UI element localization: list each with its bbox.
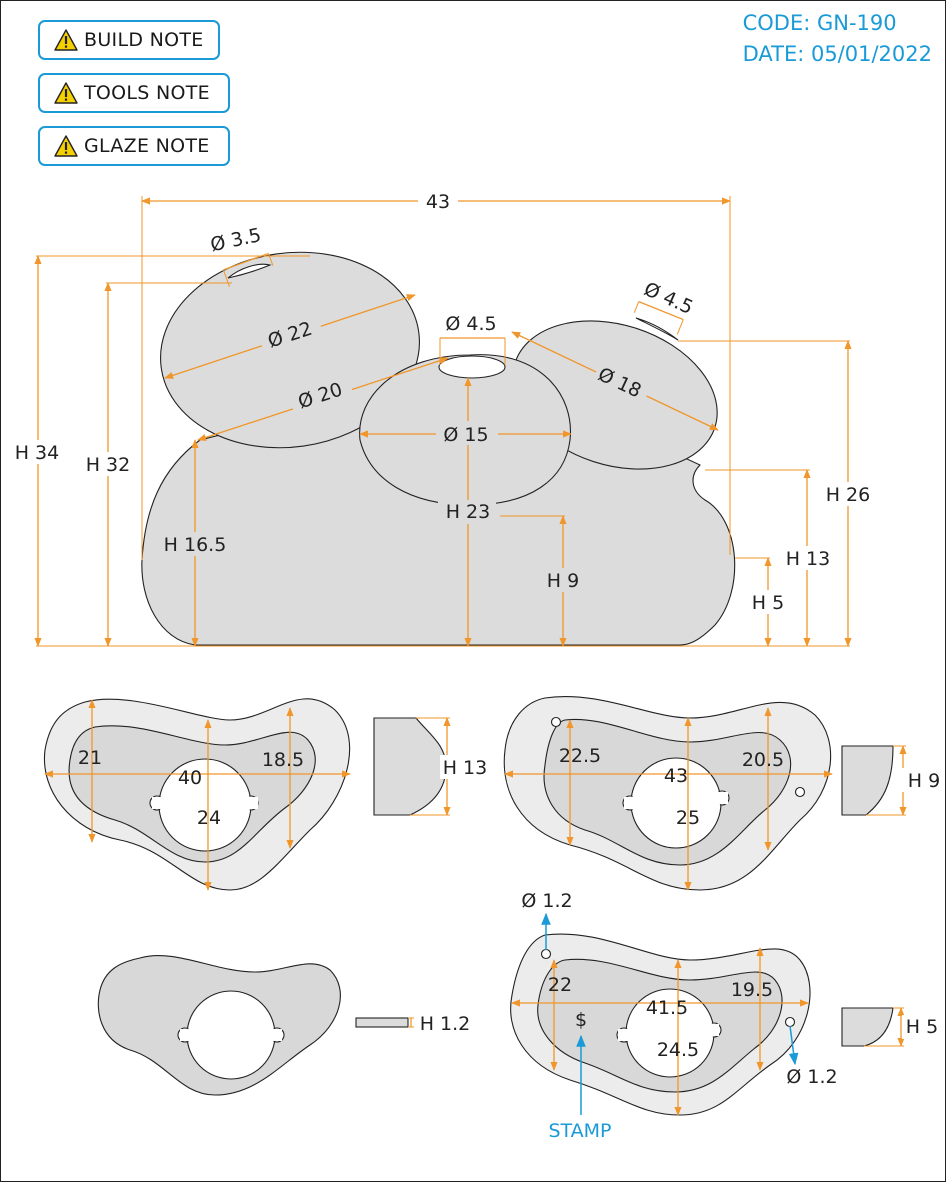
front-view: 43 H 34 H 32 H 26 H 16.5 H 23 H 9 [8, 188, 878, 647]
layer-2-pin-hole [794, 786, 806, 798]
glaze-note-button[interactable]: GLAZE NOTE [38, 126, 230, 166]
tools-note-label: TOOLS NOTE [84, 82, 210, 104]
layer-1-view: 21 40 18.5 24 H 13 [43, 698, 488, 891]
layer-1-w2: 40 [178, 767, 202, 789]
left-opening [227, 263, 272, 279]
layer-4-pin-hole-top [540, 948, 552, 960]
layer-4-height: H 5 [906, 1016, 938, 1038]
overall-width-label: 43 [426, 191, 450, 213]
top-opening [438, 355, 506, 379]
height-32-label: H 32 [86, 454, 131, 476]
tools-note-button[interactable]: TOOLS NOTE [38, 73, 230, 113]
layer-1-depth: 24 [197, 807, 221, 829]
layer-1-profile [373, 717, 447, 816]
layer-4-hole-top-label: Ø 1.2 [521, 890, 572, 912]
layer-4-w1: 22 [548, 974, 572, 996]
dia-4-5-right-label: Ø 4.5 [641, 278, 697, 319]
stamp-label: STAMP [548, 1120, 611, 1142]
layer-4-view: 22 41.5 19.5 24.5 Ø 1.2 Ø 1.2 $ STAMP H … [510, 890, 942, 1142]
layer-4-w2: 41.5 [646, 997, 688, 1019]
layer-2-w1: 22.5 [559, 745, 601, 767]
glaze-note-label: GLAZE NOTE [84, 135, 210, 157]
warning-icon [54, 135, 78, 157]
height-23-label: H 23 [446, 501, 491, 523]
build-note-button[interactable]: BUILD NOTE [38, 20, 220, 60]
layer-4-profile [841, 1007, 894, 1047]
stamp-symbol: $ [575, 1009, 587, 1031]
layer-4-pin-hole-bottom [784, 1016, 796, 1028]
build-note-label: BUILD NOTE [84, 29, 204, 51]
dia-3-5-label: Ø 3.5 [208, 224, 263, 256]
layer-2-pin-hole [550, 716, 562, 728]
layer-1-w3: 18.5 [262, 749, 304, 771]
drawing-date: DATE: 05/01/2022 [742, 42, 932, 66]
warning-icon [54, 29, 78, 51]
height-9-label: H 9 [547, 570, 579, 592]
layer-3-view: H 1.2 [97, 955, 471, 1096]
layer-2-profile [841, 745, 894, 816]
layer-2-w3: 20.5 [742, 749, 784, 771]
height-34-label: H 34 [15, 442, 60, 464]
layer-4-hole-bottom-label: Ø 1.2 [786, 1066, 837, 1088]
code-date-block: CODE: GN-190 DATE: 05/01/2022 [743, 8, 932, 70]
layer-1-w1: 21 [78, 747, 102, 769]
dia-15-label: Ø 15 [443, 424, 488, 446]
warning-icon [54, 82, 78, 104]
layer-2-height: H 9 [908, 770, 940, 792]
product-code: CODE: GN-190 [742, 11, 897, 35]
layer-3-height: H 1.2 [420, 1013, 471, 1035]
height-13-label: H 13 [786, 548, 831, 570]
height-16-5-label: H 16.5 [164, 534, 227, 556]
layer-3-profile [355, 1017, 409, 1028]
layer-2-view: 22.5 43 20.5 25 H 9 [503, 696, 942, 891]
height-26-label: H 26 [826, 484, 871, 506]
layer-2-w2: 43 [664, 765, 688, 787]
layer-2-depth: 25 [676, 807, 700, 829]
dia-4-5-top-label: Ø 4.5 [445, 313, 496, 335]
height-5-label: H 5 [752, 592, 784, 614]
layer-4-depth: 24.5 [657, 1039, 699, 1061]
layer-1-height: H 13 [443, 757, 488, 779]
layer-4-w3: 19.5 [731, 979, 773, 1001]
